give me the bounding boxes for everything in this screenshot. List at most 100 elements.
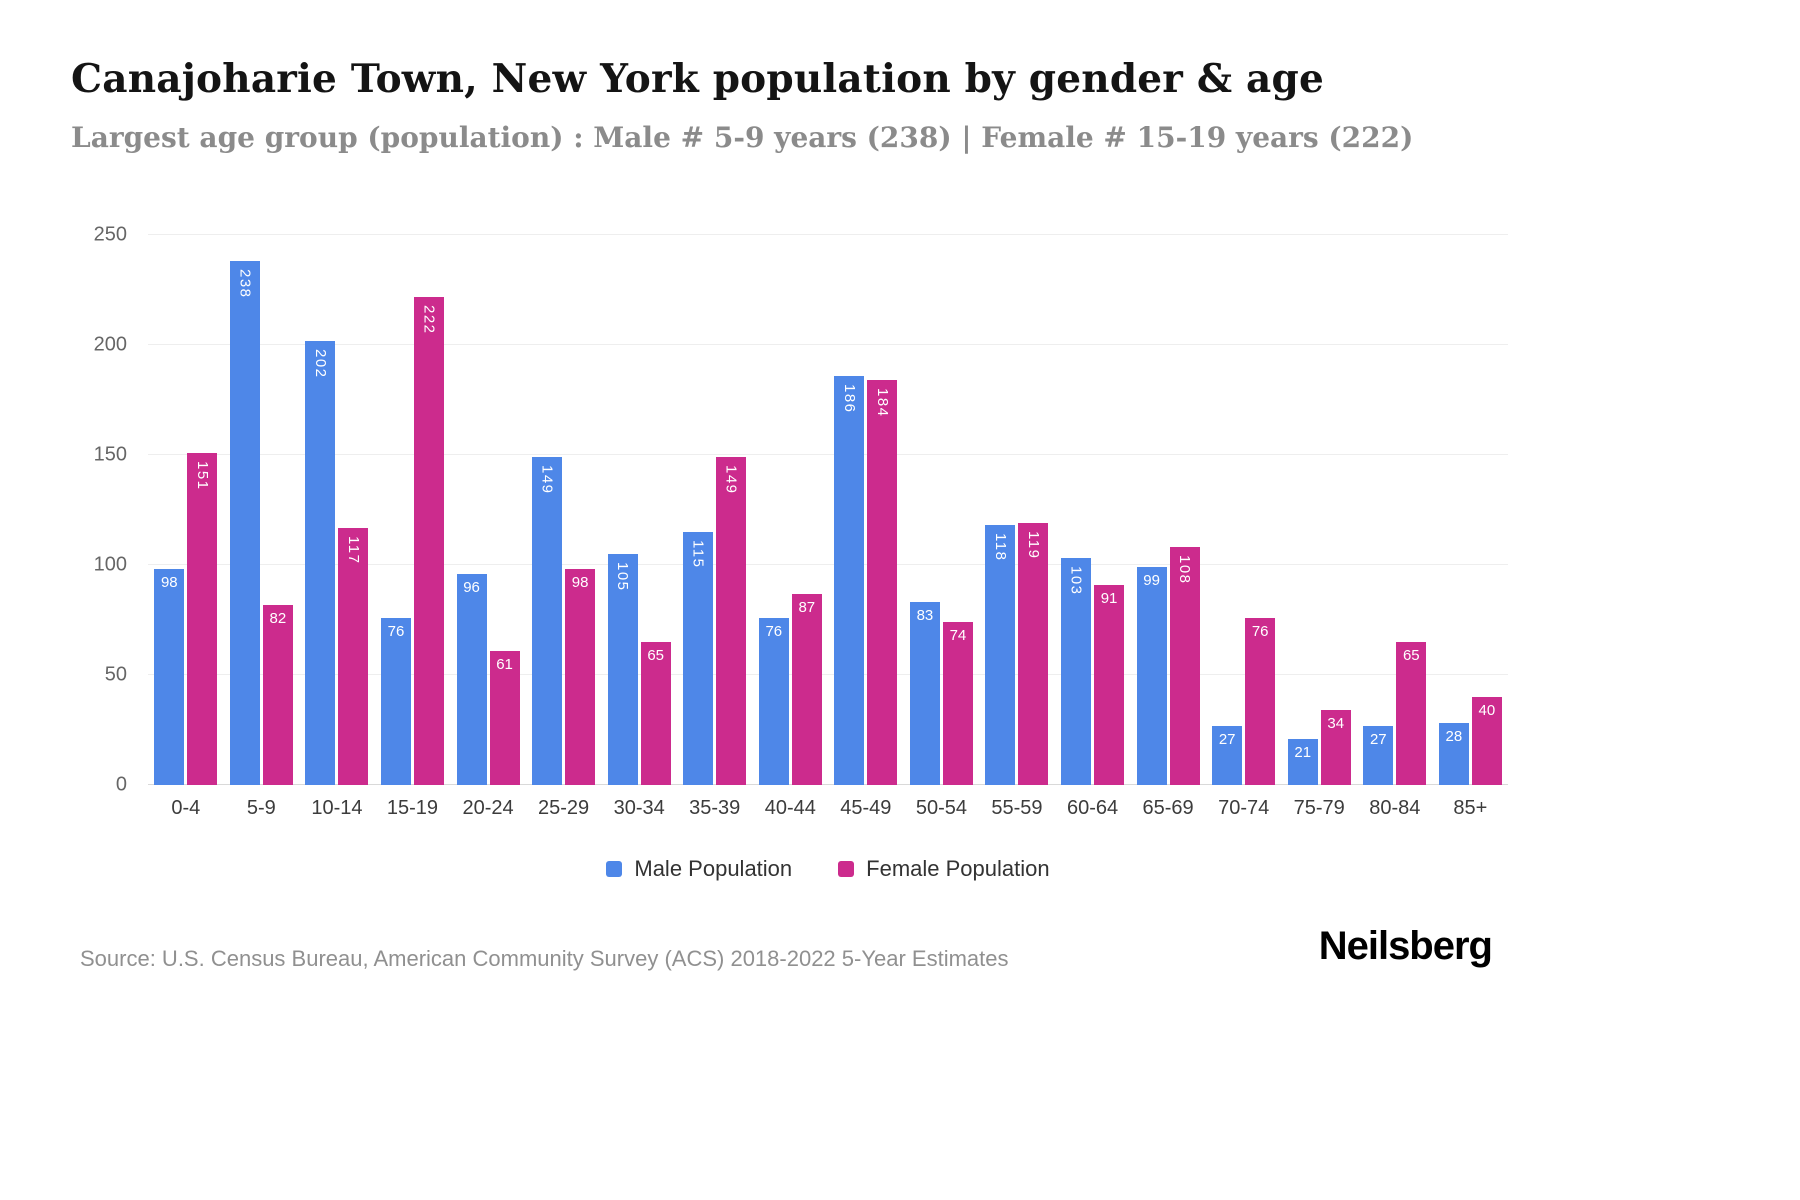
neilsberg-logo: Neilsberg [1318, 924, 1493, 968]
bar-female-75-79[interactable]: 34 [1320, 710, 1351, 785]
bar-value-label: 65 [647, 647, 664, 664]
bar-female-70-74[interactable]: 76 [1245, 617, 1276, 785]
bar-male-60-64[interactable]: 103 [1061, 558, 1092, 785]
bar-female-85plus[interactable]: 40 [1471, 697, 1502, 785]
legend-label: Female Population [866, 856, 1050, 881]
bar-value-label: 76 [1251, 622, 1269, 640]
y-axis-tick-50: 50 [104, 663, 127, 686]
bar-male-5-9[interactable]: 238 [229, 261, 260, 785]
bar-value-label: 149 [538, 465, 556, 495]
x-axis-label-85plus: 85+ [1453, 797, 1488, 819]
bar-female-50-54[interactable]: 74 [942, 622, 973, 785]
x-axis-label-5-9: 5-9 [246, 797, 276, 819]
bar-male-10-14[interactable]: 202 [305, 340, 336, 785]
bar-male-45-49[interactable]: 186 [834, 375, 865, 785]
bar-female-0-4[interactable]: 151 [187, 452, 218, 785]
bar-value-label: 27 [1218, 730, 1236, 748]
legend-item-female-population[interactable]: Female Population [838, 856, 1050, 882]
bar-value-label: 238 [236, 269, 254, 299]
y-axis-tick-100: 100 [93, 553, 127, 576]
bar-group-0-4: 98 151 [148, 235, 224, 785]
bar-male-55-59[interactable]: 118 [985, 525, 1016, 785]
bar-group-35-39: 115 149 [677, 235, 753, 785]
y-axis-tick-200: 200 [93, 333, 127, 356]
x-axis-label-80-84: 80-84 [1369, 797, 1421, 819]
bar-value-label: 118 [991, 533, 1009, 562]
y-axis: 0 50 100 150 200 250 [45, 224, 135, 796]
bar-female-35-39[interactable]: 149 [716, 457, 747, 785]
x-axis-label-20-24: 20-24 [462, 797, 514, 819]
bar-value-label: 21 [1294, 743, 1312, 761]
bar-group-20-24: 96 61 [450, 235, 526, 785]
bar-value-label: 98 [160, 574, 178, 592]
bar-male-25-29[interactable]: 149 [532, 457, 563, 785]
x-axis-label-15-19: 15-19 [386, 797, 439, 819]
bar-female-25-29[interactable]: 98 [565, 569, 596, 785]
bar-female-65-69[interactable]: 108 [1169, 547, 1200, 785]
x-axis-label-25-29: 25-29 [538, 797, 590, 819]
bar-group-55-59: 118 119 [979, 235, 1055, 785]
bar-value-label: 119 [1024, 531, 1042, 560]
bar-male-15-19[interactable]: 76 [380, 617, 411, 785]
bar-male-80-84[interactable]: 27 [1363, 725, 1394, 785]
x-axis: 0-4 5-9 10-14 15-19 20-24 25-29 30-34 35-39 40-4… [148, 797, 1508, 820]
bar-group-40-44: 76 87 [753, 235, 829, 785]
legend-label: Male Population [634, 856, 793, 881]
bar-female-30-34[interactable]: 65 [640, 642, 671, 785]
x-axis-label-60-64: 60-64 [1066, 797, 1119, 819]
bar-value-label: 149 [722, 465, 740, 495]
bar-male-50-54[interactable]: 83 [909, 602, 940, 785]
bar-female-40-44[interactable]: 87 [791, 593, 822, 785]
bar-male-30-34[interactable]: 105 [607, 554, 638, 785]
bar-value-label: 76 [387, 622, 405, 640]
bar-female-20-24[interactable]: 61 [489, 650, 520, 785]
bar-female-60-64[interactable]: 91 [1094, 584, 1125, 785]
bar-female-55-59[interactable]: 119 [1018, 523, 1049, 785]
chart-title: Canajoharie Town, New York population by… [71, 56, 1324, 102]
bar-male-65-69[interactable]: 99 [1136, 567, 1167, 785]
y-axis-tick-150: 150 [93, 443, 127, 466]
x-axis-label-10-14: 10-14 [311, 797, 363, 819]
bar-group-45-49: 186 184 [828, 235, 904, 785]
bar-value-label: 103 [1067, 566, 1085, 596]
bar-female-5-9[interactable]: 82 [262, 604, 293, 785]
bar-value-label: 222 [420, 304, 438, 335]
bar-value-label: 74 [949, 627, 967, 645]
bar-value-label: 117 [344, 535, 362, 565]
gridline-200 [148, 344, 1508, 345]
bar-group-85plus: 28 40 [1433, 235, 1509, 785]
bar-value-label: 105 [614, 562, 632, 592]
bar-group-30-34: 105 65 [601, 235, 677, 785]
gridline-250 [148, 234, 1508, 235]
bar-male-70-74[interactable]: 27 [1212, 725, 1243, 785]
bar-male-75-79[interactable]: 21 [1287, 738, 1318, 785]
bar-male-0-4[interactable]: 98 [154, 569, 185, 785]
x-axis-label-75-79: 75-79 [1293, 797, 1345, 819]
bar-group-65-69: 99 108 [1130, 235, 1206, 785]
bar-male-40-44[interactable]: 76 [758, 617, 789, 785]
legend-item-male-population[interactable]: Male Population [606, 856, 792, 882]
y-axis-tick-250: 250 [93, 223, 127, 246]
bar-value-label: 82 [269, 609, 287, 627]
bar-group-60-64: 103 91 [1055, 235, 1131, 785]
bar-female-45-49[interactable]: 184 [867, 380, 898, 785]
bar-male-20-24[interactable]: 96 [456, 573, 487, 785]
plot-area: 98 151 238 82 202 117 76 222 96 61 149 98 105 65 115 14… [148, 234, 1509, 785]
bar-female-15-19[interactable]: 222 [413, 296, 444, 785]
source-attribution: Source: U.S. Census Bureau, American Com… [80, 946, 1009, 971]
x-axis-label-65-69: 65-69 [1142, 797, 1194, 819]
x-axis-label-30-34: 30-34 [613, 797, 665, 819]
bar-value-label: 96 [463, 578, 480, 596]
x-axis-label-40-44: 40-44 [764, 797, 816, 819]
gridline-100 [148, 564, 1508, 565]
x-axis-label-50-54: 50-54 [915, 797, 967, 819]
bar-female-80-84[interactable]: 65 [1396, 642, 1427, 785]
x-axis-label-45-49: 45-49 [840, 797, 892, 819]
bar-value-label: 99 [1143, 572, 1160, 590]
gridline-50 [148, 674, 1508, 675]
bar-male-85plus[interactable]: 28 [1438, 723, 1469, 785]
bar-male-35-39[interactable]: 115 [683, 532, 714, 785]
bar-group-50-54: 83 74 [904, 235, 980, 785]
bar-female-10-14[interactable]: 117 [338, 527, 369, 785]
